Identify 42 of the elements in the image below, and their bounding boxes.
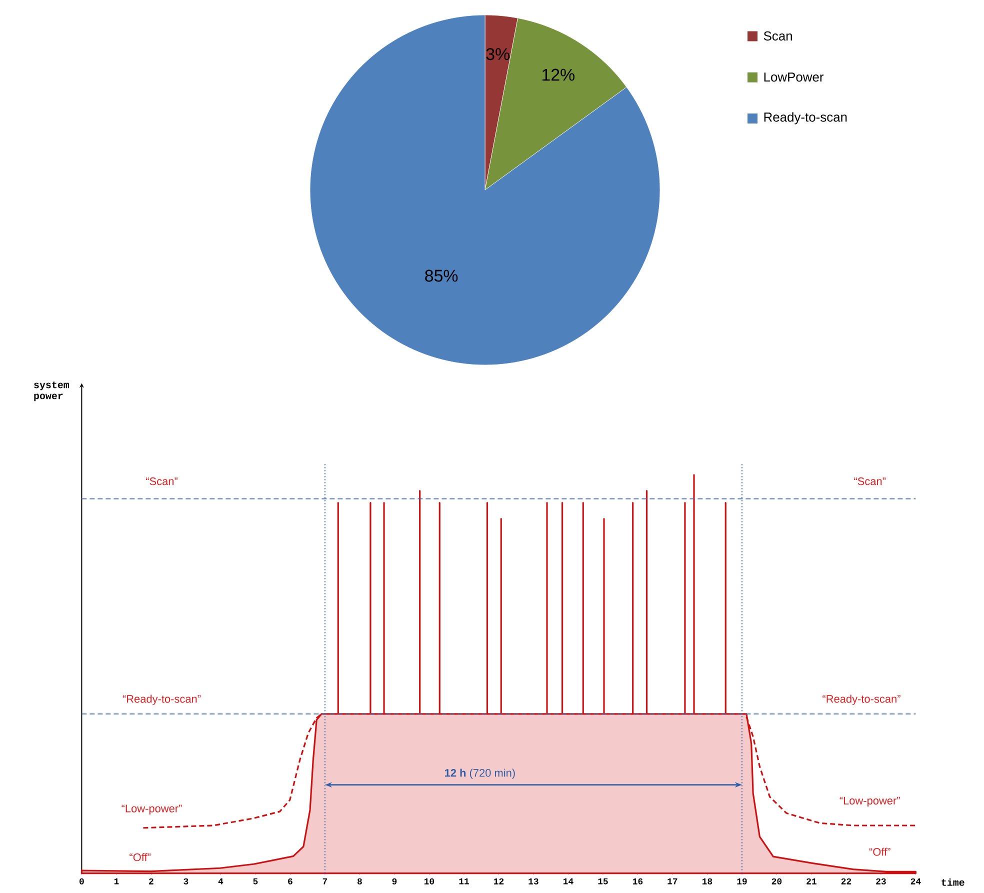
x-tick-label: 6 [288, 878, 292, 884]
annotation: “Ready-to-scan” [122, 694, 201, 705]
x-tick-label: 5 [253, 878, 258, 884]
data-label: 85% [425, 270, 458, 282]
x-tick-label: 17 [668, 878, 678, 884]
x-tick-label: 12 [494, 878, 504, 884]
x-tick-label: 8 [357, 878, 362, 884]
x-tick-label: 18 [702, 878, 712, 884]
x-axis-title: time [942, 878, 964, 886]
x-tick-label: 2 [149, 878, 154, 884]
legend-label: Ready-to-scan [764, 112, 847, 124]
data-label: 3% [486, 48, 510, 60]
x-tick-label: 1 [114, 878, 119, 884]
x-tick-label: 16 [632, 878, 643, 884]
annotation: “Ready-to-scan” [822, 694, 900, 705]
x-tick-label: 19 [737, 878, 747, 884]
x-tick-label: 11 [459, 878, 469, 884]
x-tick-label: 15 [598, 878, 608, 884]
x-tick-label: 24 [910, 878, 921, 884]
annotation: “Low-power” [840, 796, 900, 807]
x-tick-label: 0 [80, 878, 84, 884]
legend-label: LowPower [764, 72, 824, 82]
annotation: “Scan” [146, 477, 178, 486]
annotation: “Scan” [854, 477, 886, 486]
x-tick-label: 9 [392, 878, 397, 884]
data-label: 12% [542, 68, 574, 81]
annotation: 12 h (720 min) [444, 768, 515, 779]
x-tick-label: 7 [322, 878, 328, 884]
x-tick-label: 22 [841, 878, 852, 884]
annotation: “Off” [130, 853, 151, 862]
annotation: “Off” [869, 848, 890, 856]
x-tick-label: 4 [218, 878, 224, 884]
x-tick-label: 20 [772, 878, 782, 884]
y-axis-title: system power [34, 381, 69, 402]
x-tick-label: 21 [806, 878, 816, 884]
x-tick-label: 23 [876, 878, 886, 884]
x-tick-label: 10 [424, 878, 434, 884]
annotation: “Low-power” [122, 804, 182, 814]
x-tick-label: 3 [184, 878, 188, 884]
x-tick-label: 13 [528, 878, 538, 884]
x-tick-label: 14 [563, 878, 574, 884]
legend-label: Scan [764, 31, 792, 41]
